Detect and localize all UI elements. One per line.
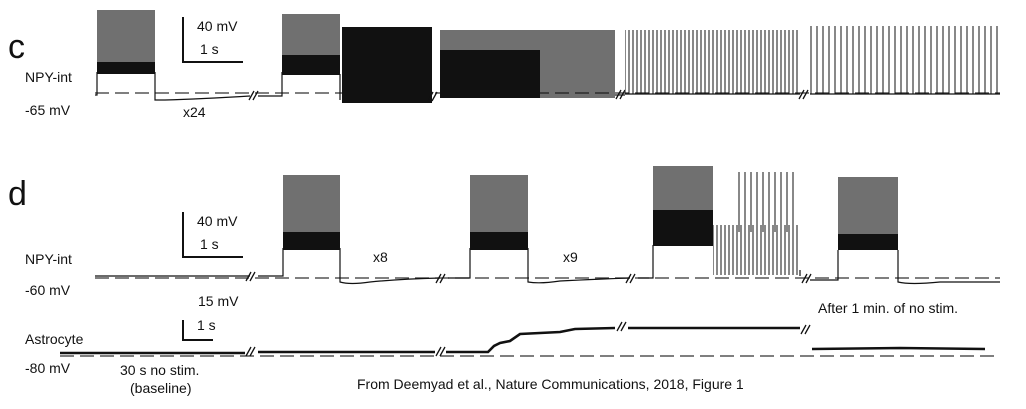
cell-label: NPY-int [25, 69, 72, 85]
note: After 1 min. of no stim. [818, 300, 958, 316]
citation: From Deemyad et al., Nature Communicatio… [357, 376, 744, 392]
rest-label: -80 mV [25, 360, 71, 376]
repeat-label: x24 [183, 104, 206, 120]
panel-label: d [8, 175, 27, 213]
repeat-label: x8 [373, 249, 388, 265]
scale-label: 1 s [197, 317, 216, 333]
panel-c: c NPY-int -65 mV x24 40 mV 1 s [8, 10, 1000, 120]
rest-label: -65 mV [25, 102, 71, 118]
scale-label: 1 s [200, 41, 219, 57]
scale-label: 40 mV [197, 213, 238, 229]
note: (baseline) [130, 380, 191, 396]
astro-trace [60, 326, 986, 355]
break-marks [248, 89, 809, 102]
panel-d: d NPY-int -60 mV 40 mV 1 s x8 x9 After 1… [8, 166, 1000, 396]
rest-label: -60 mV [25, 282, 71, 298]
scale-label: 1 s [200, 236, 219, 252]
scale-label: 40 mV [197, 18, 238, 34]
scale-label: 15 mV [198, 293, 239, 309]
break-marks [245, 271, 812, 284]
panel-label: c [8, 28, 25, 66]
break-marks [245, 321, 811, 357]
cell-label: NPY-int [25, 251, 72, 267]
cell-label: Astrocyte [25, 331, 84, 347]
trace [95, 166, 1000, 285]
trace [95, 10, 1000, 103]
note: 30 s no stim. [120, 362, 199, 378]
repeat-label: x9 [563, 249, 578, 265]
